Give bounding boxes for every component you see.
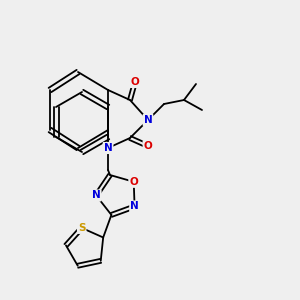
Text: O: O [130,77,140,87]
Text: N: N [130,202,139,212]
Text: N: N [92,190,100,200]
Text: S: S [78,223,85,233]
Text: N: N [144,115,152,125]
Text: O: O [144,141,152,151]
Text: N: N [103,143,112,153]
Text: O: O [129,177,138,187]
